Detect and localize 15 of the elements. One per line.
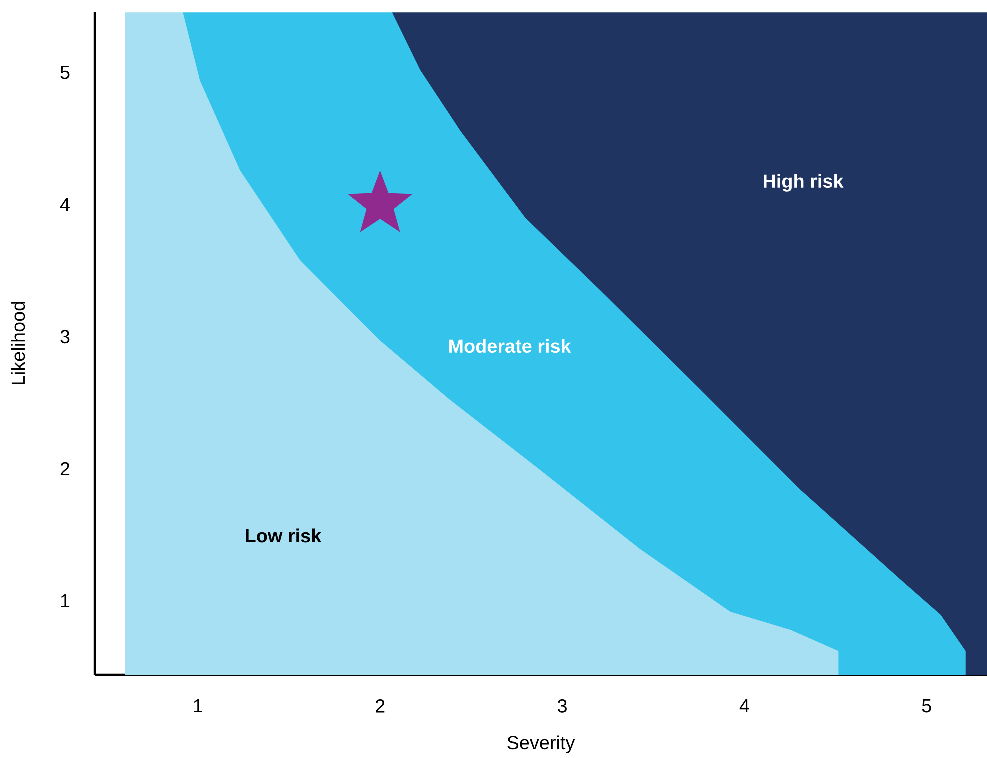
x-tick-label: 3 [558, 699, 567, 713]
x-tick-label: 5 [922, 700, 932, 713]
x-tick-label: 2 [376, 699, 385, 713]
series-label: Moderate risk [450, 339, 572, 354]
y-axis-title: Likelihood [11, 302, 26, 385]
series-label: Low risk [246, 528, 322, 543]
y-tick-label: 5 [60, 66, 70, 80]
y-tick-label: 2 [60, 462, 70, 476]
x-axis-title: Severity [508, 736, 576, 754]
series-label: High risk [764, 174, 844, 192]
x-tick-label: 4 [740, 700, 750, 713]
x-tick-label: 1 [194, 700, 202, 713]
y-tick-label: 4 [60, 198, 70, 212]
y-tick-label: 1 [61, 594, 70, 608]
y-tick-label: 3 [60, 330, 70, 344]
